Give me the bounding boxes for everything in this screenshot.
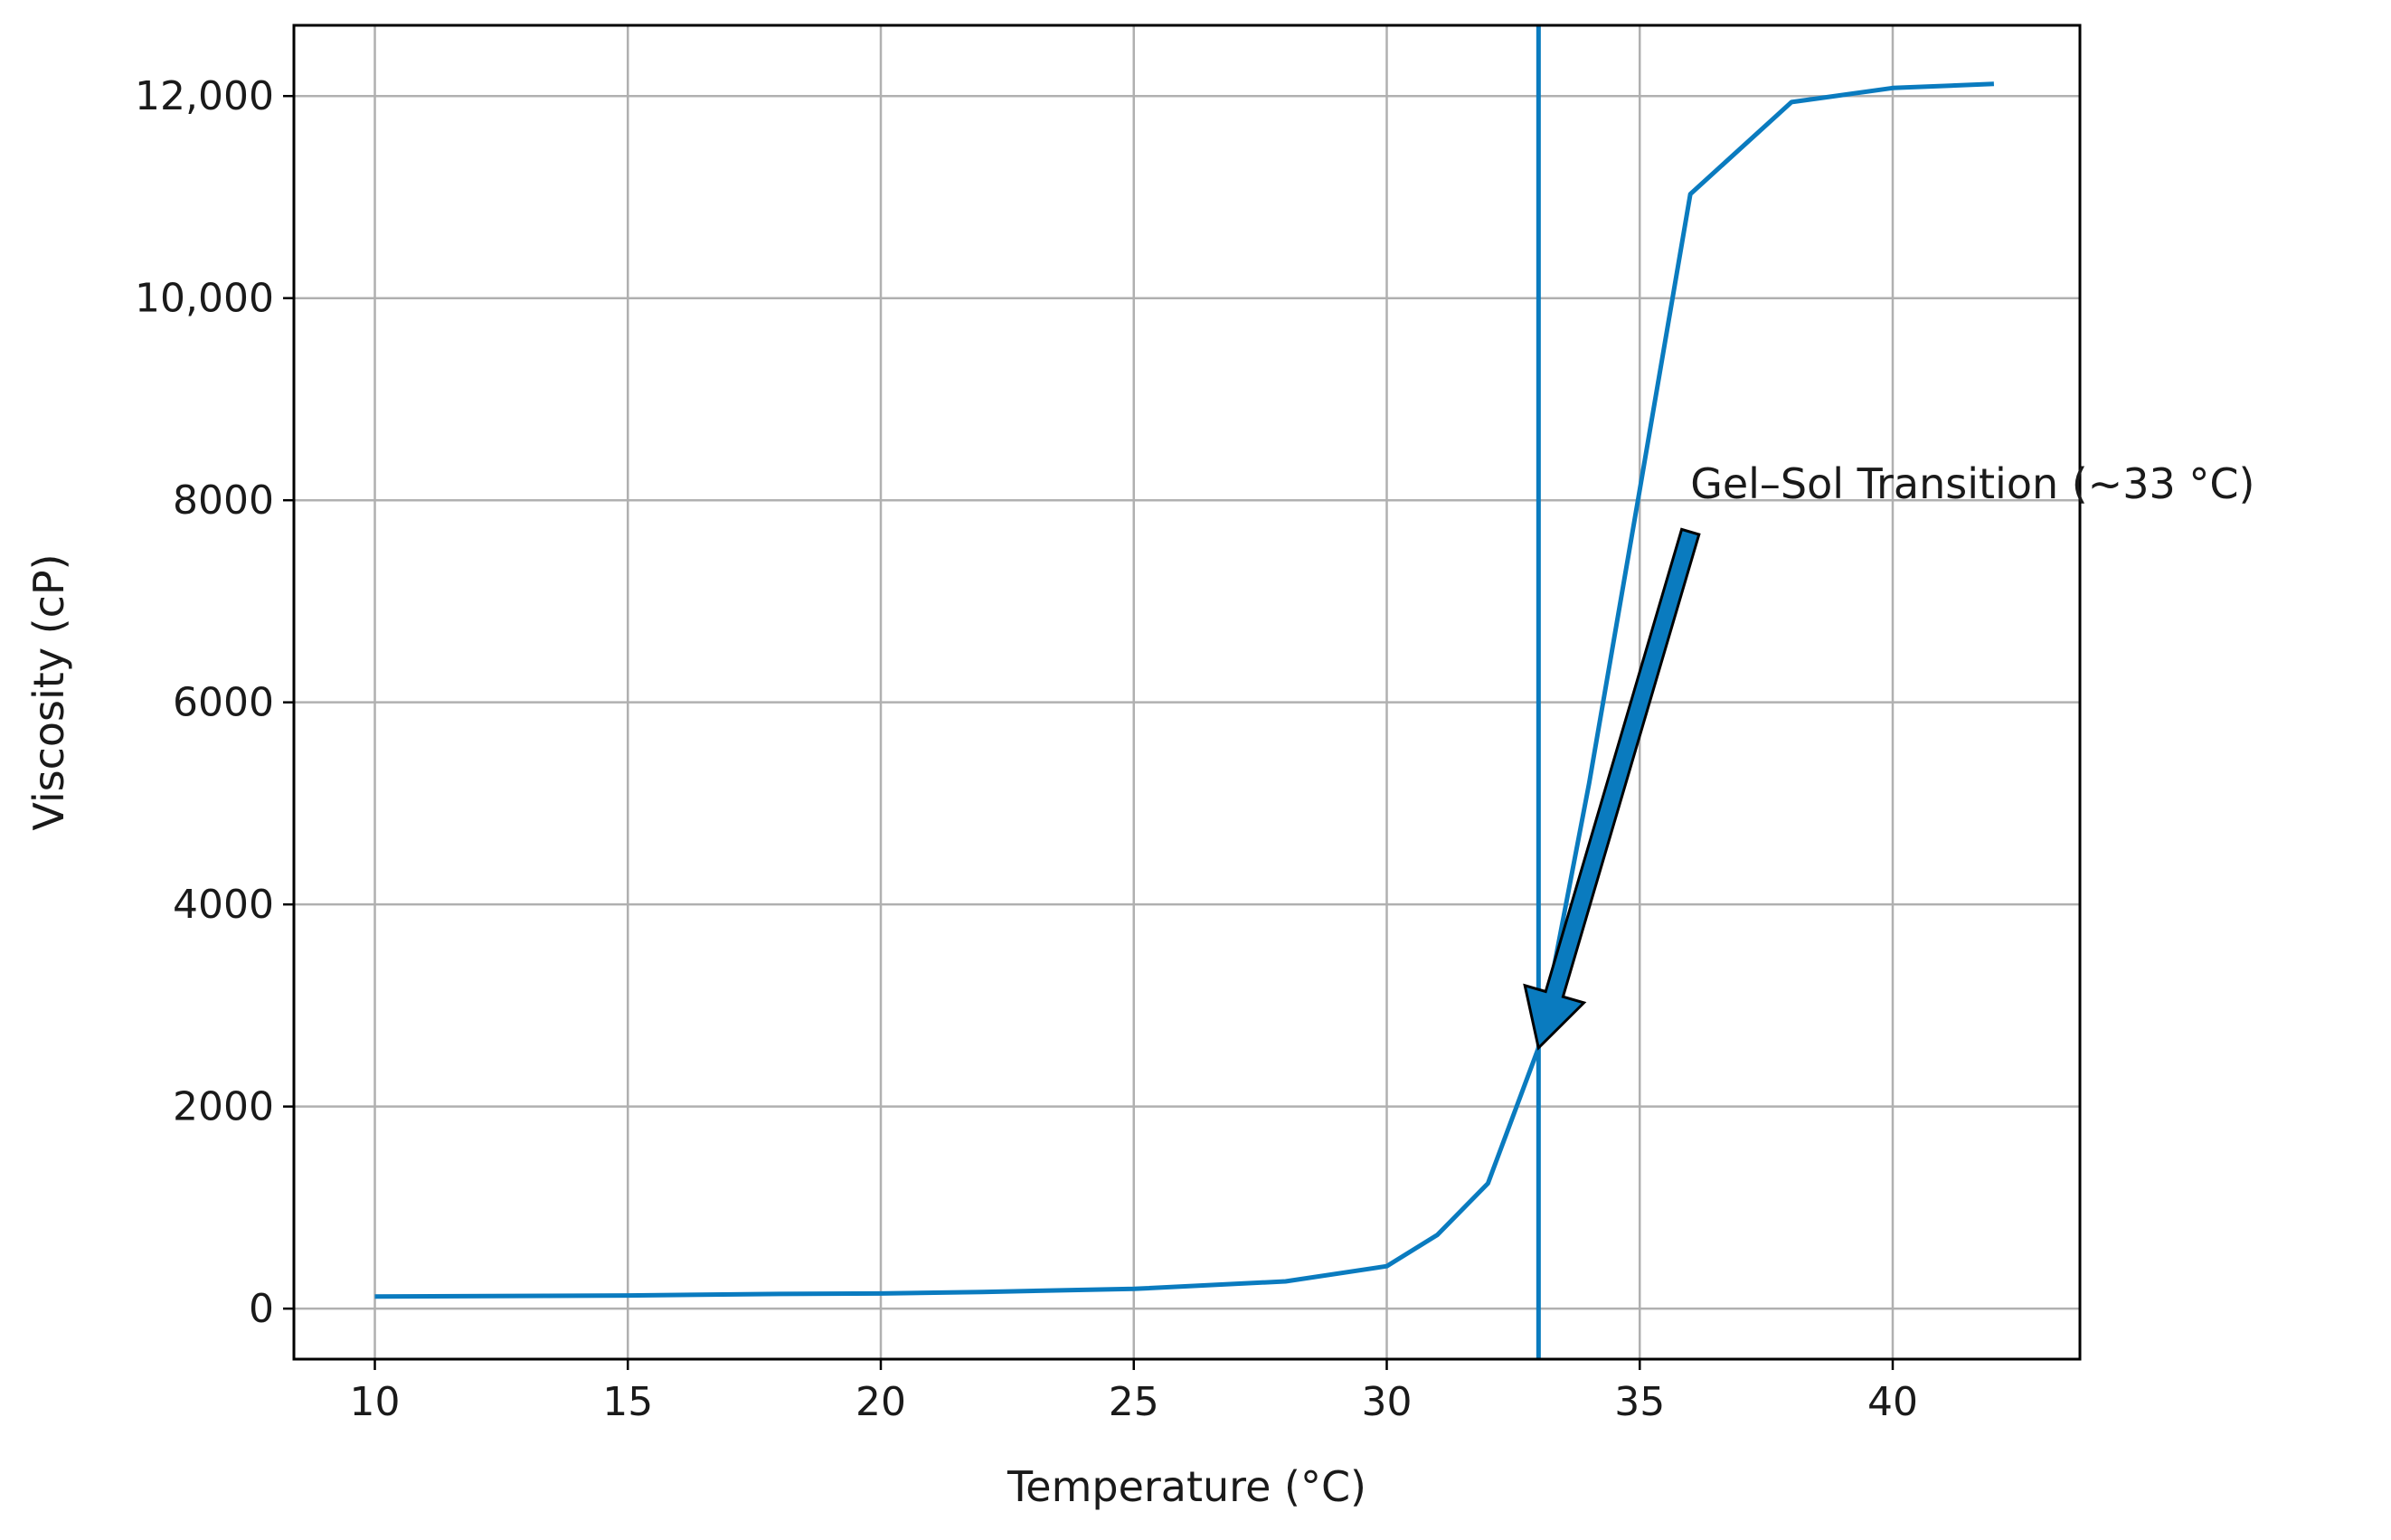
x-tick-label: 35 xyxy=(1614,1379,1665,1425)
y-axis-label: Viscosity (cP) xyxy=(24,553,73,830)
y-tick-label: 2000 xyxy=(173,1084,274,1130)
viscosity-line xyxy=(374,81,1995,1299)
x-axis-label: Temperature (°C) xyxy=(1006,1462,1366,1511)
x-tick-label: 30 xyxy=(1361,1379,1412,1425)
y-tick-label: 8000 xyxy=(173,477,274,524)
x-tick-label: 20 xyxy=(855,1379,906,1425)
annotation-label: Gel–Sol Transition (~33 °C) xyxy=(1690,459,2254,508)
x-tick-label: 15 xyxy=(602,1379,653,1425)
x-tick-label: 25 xyxy=(1109,1379,1159,1425)
y-tick-label: 4000 xyxy=(173,882,274,928)
y-tick-label: 12,000 xyxy=(135,73,274,119)
y-tick-label: 0 xyxy=(249,1286,274,1332)
axis-ticks: 10 15 20 25 30 35 40 0 2000 4000 6000 8000 10,000 12,… xyxy=(135,73,1918,1425)
grid xyxy=(294,25,2080,1359)
annotation-layer xyxy=(1523,527,1701,1051)
annotation-arrow xyxy=(1523,527,1701,1051)
plot-frame xyxy=(292,24,2082,1361)
y-tick-label: 10,000 xyxy=(135,276,274,322)
y-tick-label: 6000 xyxy=(173,680,274,726)
x-tick-label: 10 xyxy=(350,1379,401,1425)
series-layer xyxy=(374,25,1995,1359)
x-tick-label: 40 xyxy=(1867,1379,1918,1425)
